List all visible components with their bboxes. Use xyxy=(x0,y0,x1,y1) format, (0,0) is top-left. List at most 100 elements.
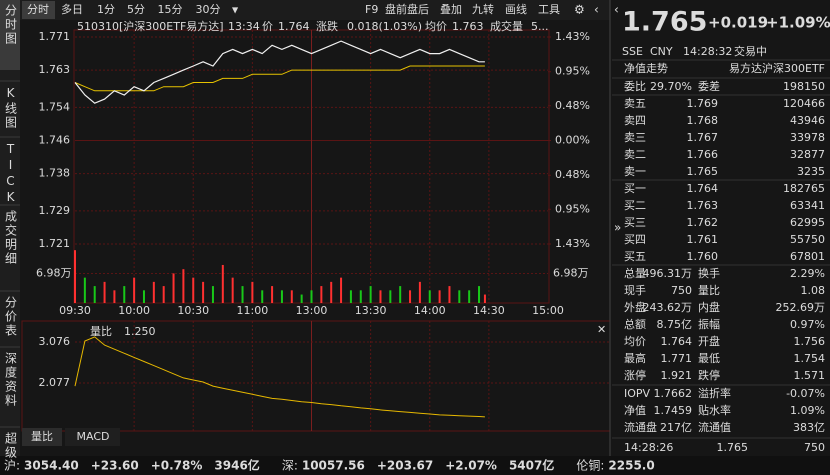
icon[interactable]: » xyxy=(614,221,621,235)
info-vol: 5... xyxy=(531,20,549,33)
book-price: 1.762 xyxy=(687,216,719,229)
icon[interactable]: ‹ xyxy=(594,3,599,17)
toolbar-tab[interactable]: 5分 xyxy=(127,3,145,16)
status-value: +0.78% xyxy=(151,459,203,473)
volume-tick-label: 6.98万 xyxy=(553,267,589,280)
side-tab[interactable]: 成交明细 xyxy=(4,210,18,266)
toolbar-tool[interactable]: 叠加 xyxy=(440,3,462,16)
side-tab[interactable]: 超级 xyxy=(4,431,18,460)
side-tab[interactable]: 分时图 xyxy=(4,4,18,46)
trade-volume: 750 xyxy=(804,441,825,454)
toolbar-tool[interactable]: 盘前盘后 xyxy=(385,2,429,16)
status-label: 深: xyxy=(282,459,298,473)
status-value: 2255.0 xyxy=(608,459,654,473)
book-volume: 3235 xyxy=(797,165,825,178)
stat-value: -0.07% xyxy=(786,387,825,400)
x-tick-label: 15:00 xyxy=(532,304,564,317)
volume-bar xyxy=(221,264,224,303)
status-value: 5407亿 xyxy=(509,458,554,473)
book-label: 卖四 xyxy=(624,114,646,127)
volume-bar xyxy=(310,290,313,303)
x-tick-label: 10:00 xyxy=(118,304,150,317)
stat-value: 1.09% xyxy=(790,404,825,417)
wei-value: 29.70% xyxy=(650,80,692,93)
bottom-tab[interactable]: 量比 xyxy=(31,430,53,443)
book-volume: 63341 xyxy=(790,199,825,212)
toolbar-tab[interactable]: 15分 xyxy=(158,3,183,16)
volume-bar xyxy=(261,290,264,303)
volume-tick-label: 6.98万 xyxy=(36,267,72,280)
y2-tick-label: 1.43% xyxy=(555,30,590,43)
side-tab[interactable]: TICK xyxy=(4,142,18,206)
book-price: 1.766 xyxy=(687,148,719,161)
side-tab[interactable]: 分价表 xyxy=(4,296,18,338)
icon[interactable]: ⚙ xyxy=(574,3,585,17)
toolbar-tab[interactable]: 30分 xyxy=(196,3,221,16)
toolbar-tab[interactable]: 多日 xyxy=(61,2,83,16)
x-tick-label: 10:30 xyxy=(177,304,209,317)
toolbar-tool[interactable]: F9 xyxy=(365,3,378,16)
volume-bar xyxy=(192,277,195,303)
status-value: 3946亿 xyxy=(214,458,259,473)
side-tab[interactable]: 深度资料 xyxy=(4,352,18,408)
dropdown[interactable]: ▼ xyxy=(232,6,239,15)
volume-bar xyxy=(418,281,421,303)
x-tick-label: 09:30 xyxy=(59,304,91,317)
ratio-current: 1.250 xyxy=(124,325,156,338)
volume-bar xyxy=(340,277,343,303)
status-label: 伦铜: xyxy=(576,458,604,473)
wei-label: 委比 xyxy=(624,80,646,93)
toolbar-tool[interactable]: 九转 xyxy=(472,2,494,16)
toolbar-tab[interactable]: 1分 xyxy=(97,3,115,16)
volume-bar xyxy=(468,290,471,303)
volume-bar xyxy=(172,273,175,303)
status-text: 交易中 xyxy=(734,44,767,58)
volume-bar xyxy=(359,290,362,303)
book-price: 1.767 xyxy=(687,131,719,144)
x-tick-label: 14:30 xyxy=(473,304,505,317)
book-volume: 55750 xyxy=(790,233,825,246)
icon[interactable]: ‹ xyxy=(614,3,619,17)
stat-label: 溢折率 xyxy=(698,386,731,400)
stat-value: 1.921 xyxy=(661,369,693,382)
close-icon[interactable]: ✕ xyxy=(597,323,606,336)
stat-value: 1.7459 xyxy=(654,404,693,417)
volume-bar xyxy=(399,286,402,303)
status-label: 沪: xyxy=(4,459,20,473)
volume-bar xyxy=(330,281,333,303)
stat-label: 最低 xyxy=(698,352,720,365)
nav-label: 净值走势 xyxy=(624,61,668,75)
stat-label: 净值 xyxy=(624,403,646,417)
side-tab[interactable]: K线图 xyxy=(4,86,18,130)
volume-bar xyxy=(483,294,486,303)
toolbar-tool[interactable]: 工具 xyxy=(538,3,560,16)
book-price: 1.761 xyxy=(687,233,719,246)
info-change: 0.018(1.03%) xyxy=(347,20,422,33)
book-price: 1.763 xyxy=(687,199,719,212)
book-price: 1.769 xyxy=(687,97,719,110)
quote-pct: +1.09% xyxy=(766,14,830,32)
trade-time: 14:28:26 xyxy=(624,441,673,454)
volume-bar xyxy=(133,277,136,303)
book-label: 卖三 xyxy=(624,131,646,144)
toolbar-tab[interactable]: 分时 xyxy=(27,3,49,16)
bottom-tab[interactable]: MACD xyxy=(77,430,110,443)
toolbar-tool[interactable]: 画线 xyxy=(505,2,527,16)
toolbar xyxy=(20,0,610,20)
stat-label: 振幅 xyxy=(698,317,720,331)
info-price: 1.764 xyxy=(278,20,310,33)
wei-label: 委差 xyxy=(698,79,720,93)
book-volume: 62995 xyxy=(790,216,825,229)
wei-value: 198150 xyxy=(783,80,825,93)
stat-value: 1.771 xyxy=(661,352,693,365)
ratio-line xyxy=(74,336,485,418)
y-tick-label: 1.771 xyxy=(39,30,71,43)
volume-bar xyxy=(448,286,451,303)
stat-label: 外盘 xyxy=(624,300,646,314)
volume-bar xyxy=(280,290,283,303)
volume-bar xyxy=(142,290,145,303)
info-avg-label: 均价 xyxy=(425,20,447,33)
book-label: 买二 xyxy=(624,199,646,212)
status-value: +23.60 xyxy=(91,459,139,473)
side-bar xyxy=(0,0,20,456)
